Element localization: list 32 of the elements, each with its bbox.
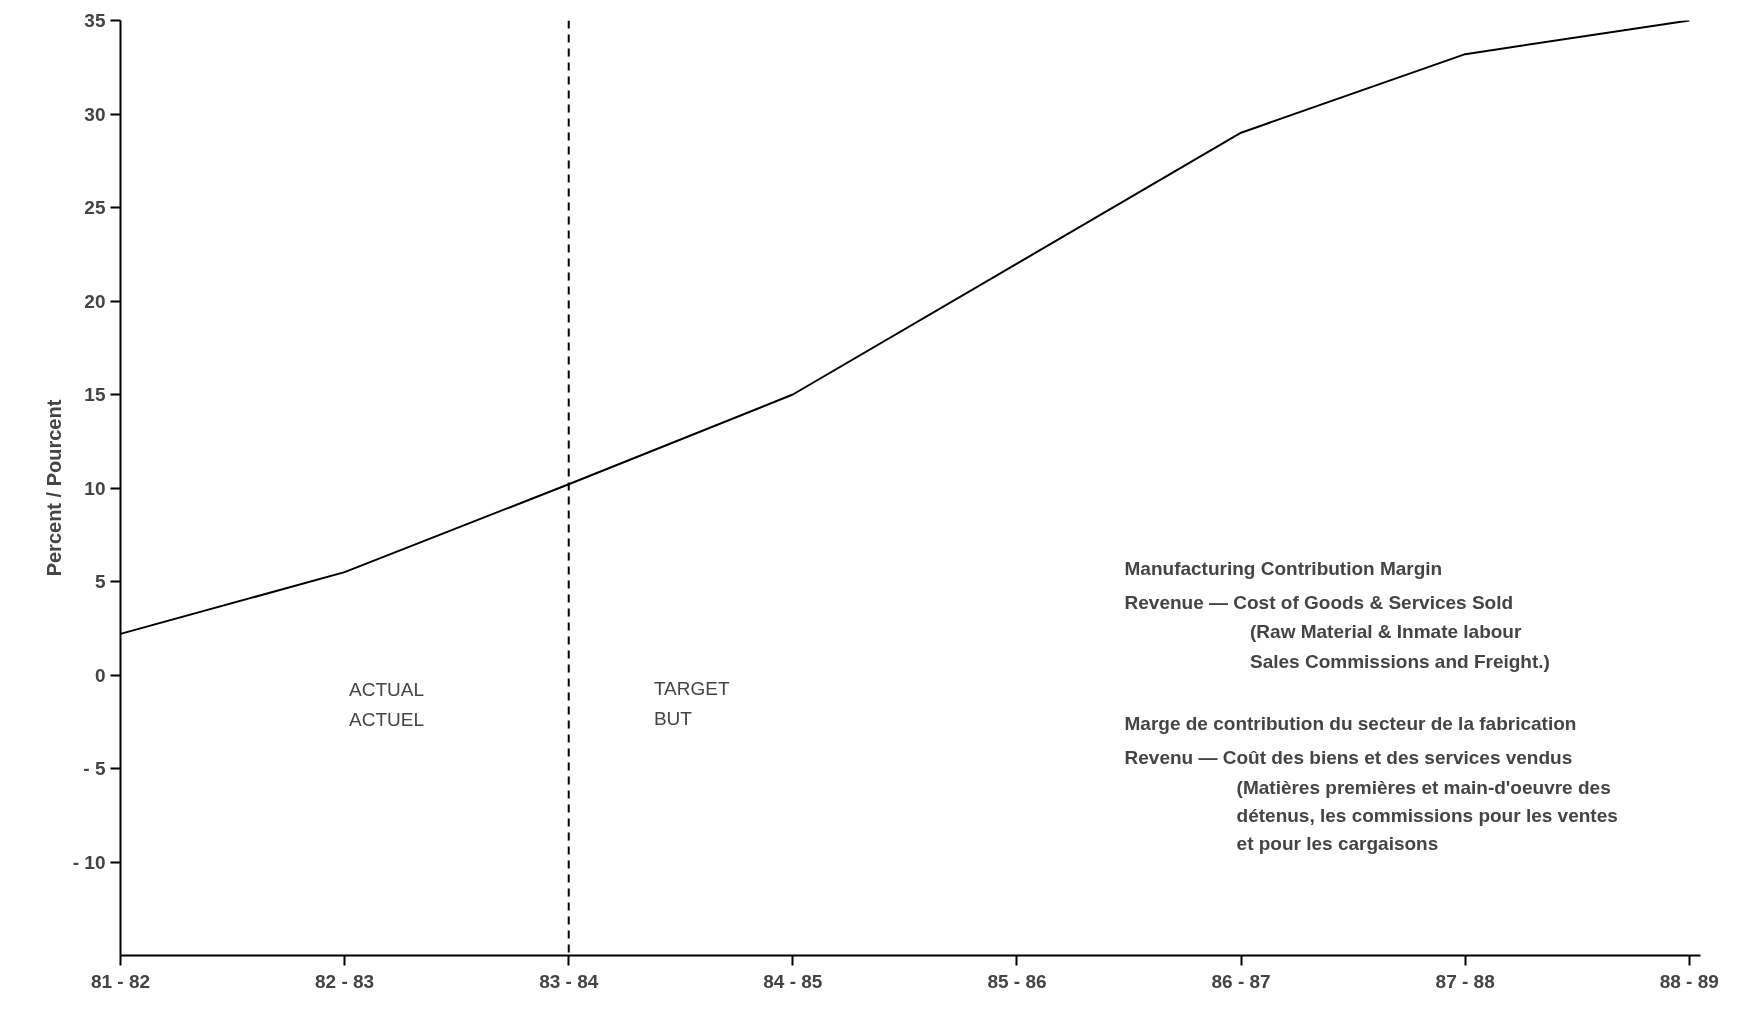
y-tick-label: 0 [94, 664, 106, 686]
x-tick-label: 84 - 85 [763, 970, 823, 992]
y-tick-label: 20 [84, 290, 106, 312]
x-tick-label: 87 - 88 [1435, 970, 1495, 992]
y-tick-label: 25 [84, 197, 106, 218]
annotation: Marge de contribution du secteur de la fabrication [1124, 713, 1577, 735]
y-tick-label: 35 [84, 10, 106, 31]
x-tick-label: 82 - 83 [315, 970, 375, 992]
x-tick-label: 86 - 87 [1211, 970, 1271, 992]
annotation: et pour les cargaisons [1236, 832, 1439, 854]
annotation: Revenue — Cost of Goods & Services Sold [1124, 591, 1514, 613]
x-tick-label: 85 - 86 [987, 970, 1047, 992]
annotation: (Raw Material & Inmate labour [1250, 621, 1522, 643]
annotation: Sales Commissions and Freight.) [1250, 651, 1550, 673]
annotation: Revenu — Coût des biens et des services vendus [1124, 746, 1573, 768]
y-tick-label: - 10 [72, 851, 106, 873]
y-tick-label: - 5 [83, 758, 106, 779]
y-axis-title: Percent / Pourcent [42, 399, 65, 577]
x-tick-label: 81 - 82 [90, 970, 151, 992]
annotation: Manufacturing Contribution Margin [1124, 557, 1443, 579]
y-tick-label: 15 [84, 384, 106, 405]
annotation: (Matières premières et main-d'oeuvre des [1236, 776, 1611, 798]
annotation: TARGET [653, 677, 730, 699]
annotation: ACTUEL [349, 709, 425, 731]
annotation: détenus, les commissions pour les ventes [1236, 804, 1618, 826]
y-tick-label: 5 [94, 571, 106, 592]
y-tick-label: 30 [84, 103, 106, 125]
annotation: ACTUAL [349, 679, 425, 701]
x-tick-label: 83 - 84 [539, 970, 599, 992]
x-tick-label: 88 - 89 [1659, 970, 1719, 992]
annotation: BUT [653, 707, 693, 729]
y-tick-label: 10 [84, 477, 106, 499]
